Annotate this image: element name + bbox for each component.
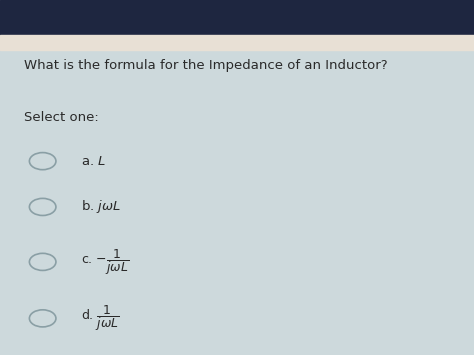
Text: Select one:: Select one: — [24, 111, 99, 124]
Text: What is the formula for the Impedance of an Inductor?: What is the formula for the Impedance of… — [24, 59, 387, 72]
Text: c. $-\dfrac{1}{j\omega L}$: c. $-\dfrac{1}{j\omega L}$ — [81, 247, 129, 277]
Text: a. $\it{L}$: a. $\it{L}$ — [81, 155, 106, 168]
Text: d. $\dfrac{1}{j\omega L}$: d. $\dfrac{1}{j\omega L}$ — [81, 304, 119, 333]
Text: b. $\it{j\omega L}$: b. $\it{j\omega L}$ — [81, 198, 121, 215]
